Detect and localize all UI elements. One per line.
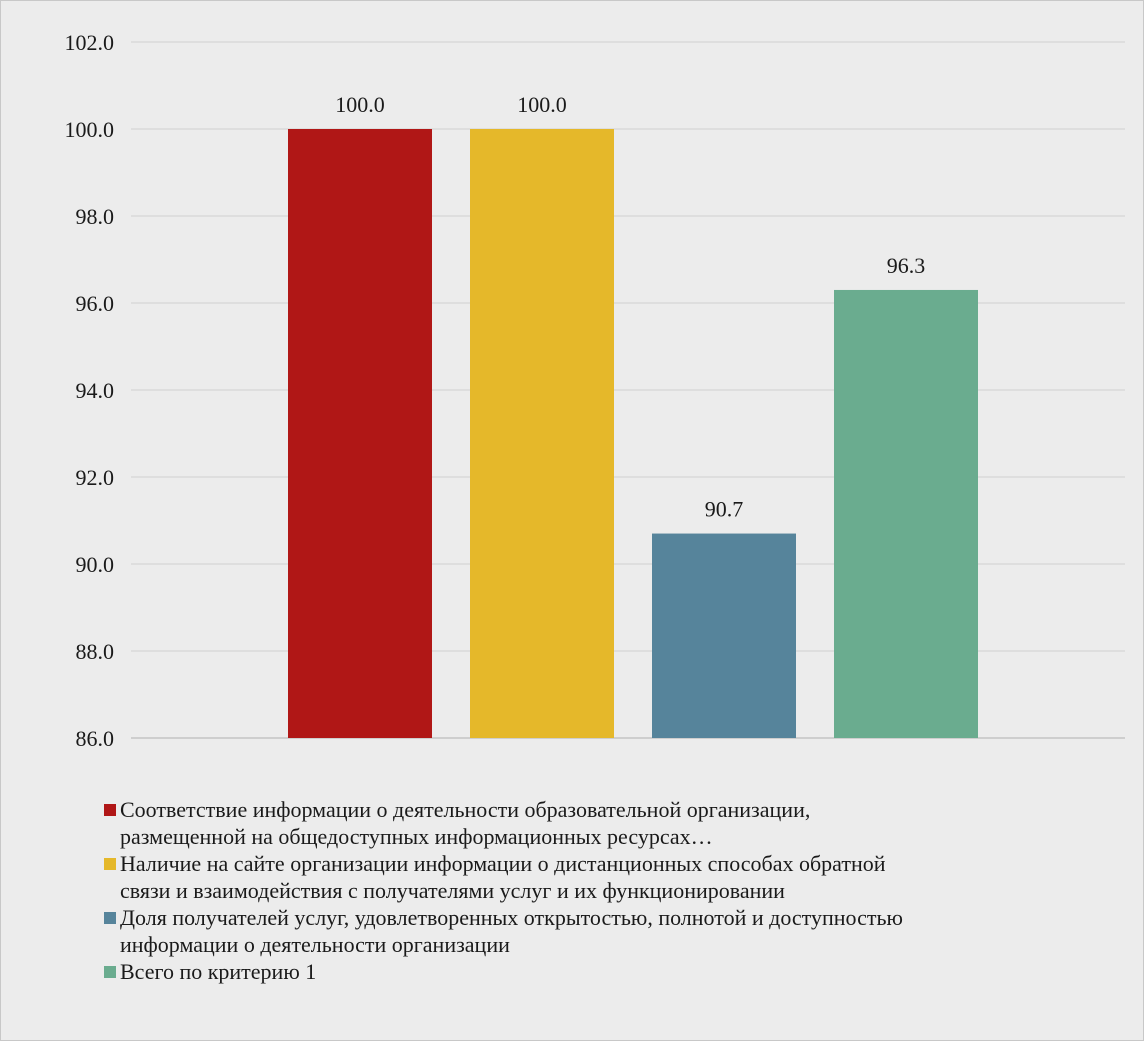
legend-label-2-line-2: связи и взаимодействия с получателями ус… — [120, 878, 785, 903]
y-tick-label-94.0: 94.0 — [76, 378, 115, 403]
data-label-2: 100.0 — [517, 92, 567, 117]
y-tick-label-92.0: 92.0 — [76, 465, 115, 490]
legend-swatch-1 — [104, 804, 116, 816]
y-tick-label-96.0: 96.0 — [76, 291, 115, 316]
data-label-4: 96.3 — [887, 253, 926, 278]
bars — [288, 129, 978, 738]
legend-label-4-line-1: Всего по критерию 1 — [120, 959, 317, 984]
data-label-3: 90.7 — [705, 497, 744, 522]
legend-label-3-line-2: информации о деятельности организации — [120, 932, 510, 957]
legend-item-3: Доля получателей услуг, удовлетворенных … — [104, 904, 1094, 958]
legend-swatch-4 — [104, 966, 116, 978]
legend: Соответствие информации о деятельности о… — [104, 796, 1094, 985]
data-label-1: 100.0 — [335, 92, 385, 117]
y-tick-label-102.0: 102.0 — [65, 30, 115, 55]
legend-label-3-line-1: Доля получателей услуг, удовлетворенных … — [120, 905, 903, 930]
bar-3 — [652, 533, 796, 738]
legend-swatch-3 — [104, 912, 116, 924]
legend-label-1-line-2: размещенной на общедоступных информацион… — [120, 824, 713, 849]
y-axis: 86.0 88.0 90.0 92.0 94.0 96.0 98.0 100.0 102.0 — [65, 30, 115, 751]
legend-item-4: Всего по критерию 1 — [104, 958, 1094, 985]
legend-swatch-2 — [104, 858, 116, 870]
y-tick-label-88.0: 88.0 — [76, 639, 115, 664]
legend-item-2: Наличие на сайте организации информации … — [104, 850, 1094, 904]
y-tick-label-100.0: 100.0 — [65, 117, 115, 142]
bar-2 — [470, 129, 614, 738]
legend-label-2-line-1: Наличие на сайте организации информации … — [120, 851, 886, 876]
legend-label-1-line-1: Соответствие информации о деятельности о… — [120, 797, 811, 822]
y-tick-label-86.0: 86.0 — [76, 726, 115, 751]
bar-1 — [288, 129, 432, 738]
bar-chart: 86.0 88.0 90.0 92.0 94.0 96.0 98.0 100.0 102.0 1… — [65, 30, 1125, 751]
y-tick-label-90.0: 90.0 — [76, 552, 115, 577]
y-tick-label-98.0: 98.0 — [76, 204, 115, 229]
bar-4 — [834, 289, 978, 738]
data-labels: 100.0 100.0 90.7 96.3 — [335, 92, 925, 522]
legend-item-1: Соответствие информации о деятельности о… — [104, 796, 1094, 850]
